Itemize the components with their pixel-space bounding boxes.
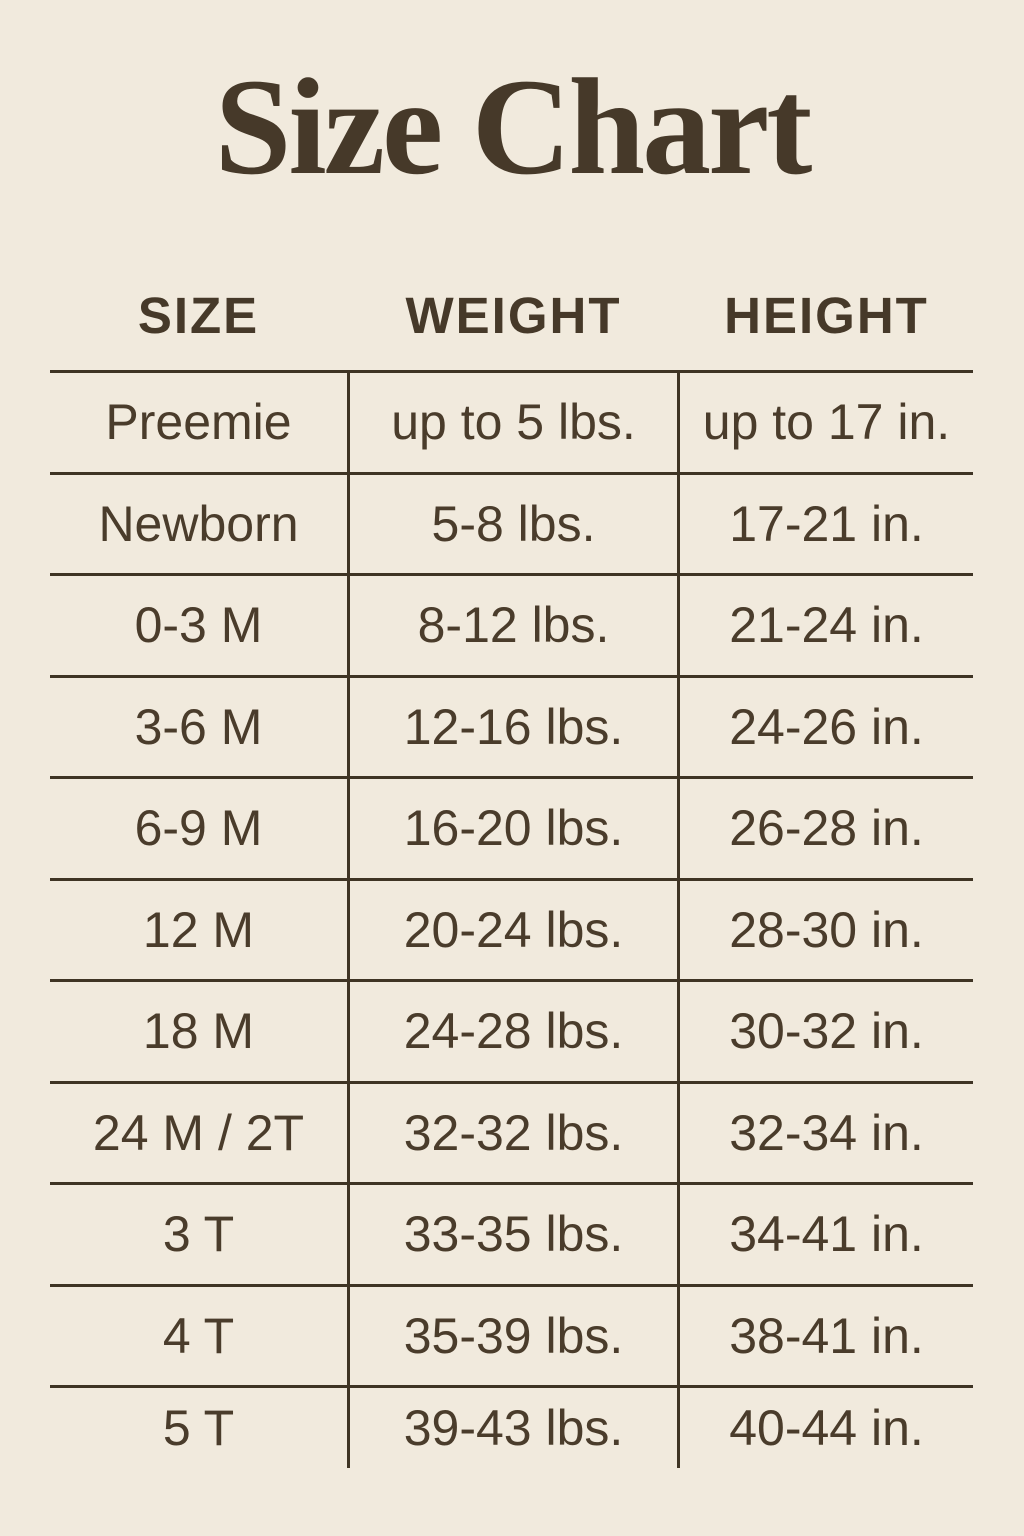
cell-size: 18 M: [142, 1003, 255, 1060]
cell-weight: 32-32 lbs.: [347, 1083, 680, 1182]
cell-weight: up to 5 lbs.: [347, 373, 680, 472]
table-row-18m: 18 M 24-28 lbs. 30-32 in.: [50, 979, 973, 1081]
cell-weight: 5-8 lbs.: [347, 474, 680, 573]
cell-size: 3-6 M: [134, 698, 263, 755]
cell-height: 40-44 in.: [729, 1400, 924, 1456]
cell-weight: 35-39 lbs.: [347, 1286, 680, 1385]
cell-height: 24-26 in.: [729, 698, 924, 755]
cell-size: 24 M / 2T: [92, 1104, 305, 1161]
cell-weight: 33-35 lbs.: [347, 1185, 680, 1284]
table-row-newborn: Newborn 5-8 lbs. 17-21 in.: [50, 471, 973, 573]
cell-height: 28-30 in.: [729, 901, 924, 958]
cell-size: Newborn: [98, 495, 299, 552]
table-row-3t: 3 T 33-35 lbs. 34-41 in.: [50, 1182, 973, 1284]
table-row-preemie: Preemie up to 5 lbs. up to 17 in.: [50, 370, 973, 472]
cell-weight: 20-24 lbs.: [347, 880, 680, 979]
cell-weight: 24-28 lbs.: [347, 982, 680, 1081]
cell-weight: 39-43 lbs.: [347, 1388, 680, 1468]
cell-size: 3 T: [162, 1206, 235, 1263]
header-cell-weight: WEIGHT: [405, 286, 622, 344]
cell-height: 17-21 in.: [729, 495, 924, 552]
page-title: Size Chart: [214, 50, 813, 203]
table-row-24m-2t: 24 M / 2T 32-32 lbs. 32-34 in.: [50, 1080, 973, 1182]
table-row-0-3m: 0-3 M 8-12 lbs. 21-24 in.: [50, 573, 973, 675]
cell-weight: 16-20 lbs.: [347, 779, 680, 878]
table-row-5t: 5 T 39-43 lbs. 40-44 in.: [50, 1385, 973, 1468]
cell-height: 26-28 in.: [729, 800, 924, 857]
table-row-6-9m: 6-9 M 16-20 lbs. 26-28 in.: [50, 776, 973, 878]
cell-height: up to 17 in.: [702, 394, 951, 451]
cell-size: 0-3 M: [134, 597, 263, 654]
table-row-4t: 4 T 35-39 lbs. 38-41 in.: [50, 1283, 973, 1385]
header-cell-height: HEIGHT: [724, 286, 929, 344]
header-cell-size: SIZE: [137, 286, 260, 344]
table-row-3-6m: 3-6 M 12-16 lbs. 24-26 in.: [50, 674, 973, 776]
cell-size: 4 T: [162, 1307, 235, 1364]
cell-size: 5 T: [162, 1400, 235, 1456]
cell-height: 21-24 in.: [729, 597, 924, 654]
table-row-12m: 12 M 20-24 lbs. 28-30 in.: [50, 877, 973, 979]
size-table: SIZE WEIGHT HEIGHT Preemie up to 5 lbs. …: [50, 260, 973, 1468]
cell-size: 12 M: [142, 901, 255, 958]
cell-height: 34-41 in.: [729, 1206, 924, 1263]
cell-weight: 8-12 lbs.: [347, 576, 680, 675]
cell-size: 6-9 M: [134, 800, 263, 857]
cell-height: 30-32 in.: [729, 1003, 924, 1060]
cell-weight: 12-16 lbs.: [347, 677, 680, 776]
cell-size: Preemie: [105, 394, 292, 451]
cell-height: 32-34 in.: [729, 1104, 924, 1161]
table-header-row: SIZE WEIGHT HEIGHT: [50, 260, 973, 370]
cell-height: 38-41 in.: [729, 1307, 924, 1364]
